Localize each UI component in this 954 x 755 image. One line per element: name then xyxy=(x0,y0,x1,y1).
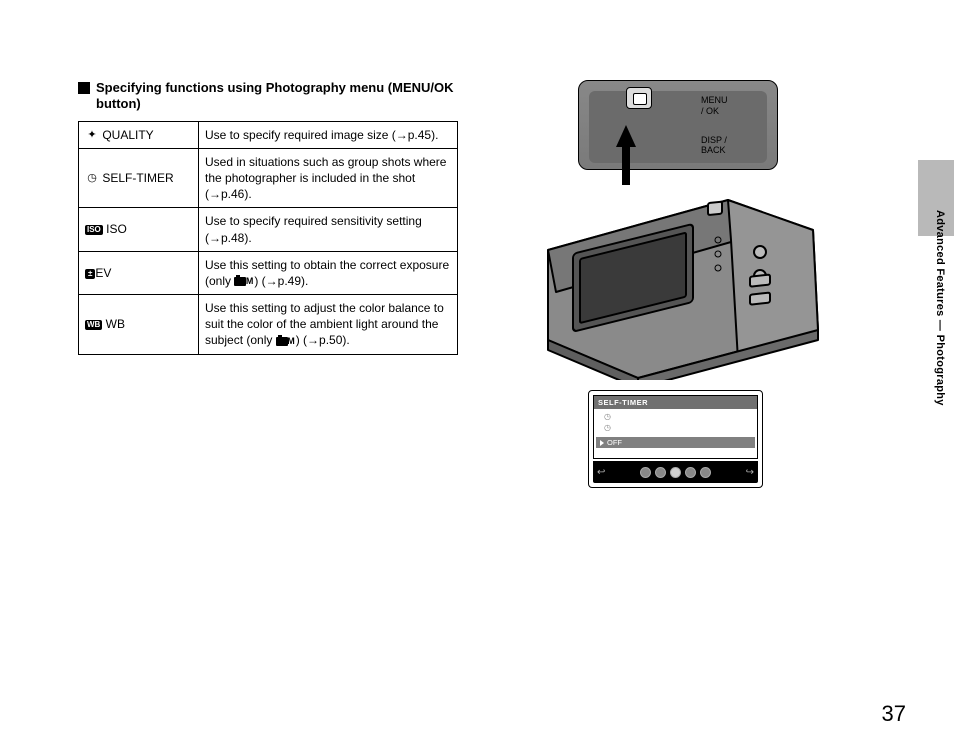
label-text: WB xyxy=(106,317,125,331)
row-desc: Used in situations such as group shots w… xyxy=(199,148,458,208)
label-text: ISO xyxy=(106,222,127,236)
menu-ok-button-graphic xyxy=(621,87,657,109)
manual-page: Specifying functions using Photography m… xyxy=(78,80,876,670)
bullet-square-icon xyxy=(78,82,90,94)
arrow-up-icon xyxy=(616,125,636,147)
functions-table: ✦ QUALITY Use to specify required image … xyxy=(78,121,458,355)
menu-label: MENU xyxy=(701,95,728,106)
label-text: QUALITY xyxy=(102,128,153,142)
button-closeup: MENU / OK DISP / BACK xyxy=(578,80,778,170)
left-column: Specifying functions using Photography m… xyxy=(78,80,458,355)
menu-dot-icon xyxy=(685,467,696,478)
wb-icon: WB xyxy=(85,320,102,330)
button-labels: MENU / OK DISP / BACK xyxy=(701,95,728,156)
lcd-off-label: OFF xyxy=(607,438,622,447)
back-label: BACK xyxy=(701,145,728,156)
row-desc: Use to specify required sensitivity sett… xyxy=(199,208,458,251)
table-row: ISO ISO Use to specify required sensitiv… xyxy=(79,208,458,251)
lcd-selected-row: OFF xyxy=(596,437,755,448)
camera-m-icon xyxy=(276,337,288,346)
row-label: ◷ SELF-TIMER xyxy=(79,148,199,208)
menu-dot-icon xyxy=(655,467,666,478)
menu-dot-icon xyxy=(670,467,681,478)
triangle-right-icon xyxy=(600,440,604,446)
row-desc: Use this setting to adjust the color bal… xyxy=(199,295,458,355)
camera-m-icon xyxy=(234,277,246,286)
label-text: SELF-TIMER xyxy=(102,171,173,185)
section-title: Specifying functions using Photography m… xyxy=(96,80,458,113)
quality-icon: ✦ xyxy=(85,128,99,143)
row-desc: Use to specify required image size (→p.4… xyxy=(199,121,458,148)
disp-label: DISP / xyxy=(701,135,728,146)
ev-icon: ± xyxy=(85,269,95,279)
row-label: ISO ISO xyxy=(79,208,199,251)
row-label: WB WB xyxy=(79,295,199,355)
lcd-screen: SELF-TIMER ◷ ◷ OFF xyxy=(593,395,758,459)
menu-dot-icon xyxy=(640,467,651,478)
camera-illustration xyxy=(528,180,838,380)
timer-icon: ◷ xyxy=(85,171,99,186)
table-row: ±EV Use this setting to obtain the corre… xyxy=(79,251,458,294)
lcd-menu: SELF-TIMER ◷ ◷ OFF ↩ xyxy=(588,390,763,488)
row-label: ✦ QUALITY xyxy=(79,121,199,148)
lcd-row: ◷ xyxy=(598,422,753,433)
section-header: Specifying functions using Photography m… xyxy=(78,80,458,113)
icon-group xyxy=(640,467,711,478)
return-right-icon: ↪ xyxy=(746,467,754,478)
lcd-icon-bar: ↩ ↪ xyxy=(593,461,758,483)
section-side-label: Advanced Features — Photography xyxy=(934,210,946,406)
label-text: EV xyxy=(95,266,111,280)
ok-label: / OK xyxy=(701,106,728,117)
return-left-icon: ↩ xyxy=(597,467,605,478)
iso-icon: ISO xyxy=(85,225,103,235)
table-row: WB WB Use this setting to adjust the col… xyxy=(79,295,458,355)
lcd-options: ◷ ◷ xyxy=(594,409,757,435)
camera-svg xyxy=(528,180,838,380)
table-row: ✦ QUALITY Use to specify required image … xyxy=(79,121,458,148)
table-row: ◷ SELF-TIMER Used in situations such as … xyxy=(79,148,458,208)
menu-dot-icon xyxy=(700,467,711,478)
row-label: ±EV xyxy=(79,251,199,294)
lcd-row: ◷ xyxy=(598,411,753,422)
button-icon xyxy=(626,87,652,109)
page-number: 37 xyxy=(882,701,906,727)
lcd-title: SELF-TIMER xyxy=(594,396,757,409)
row-desc: Use this setting to obtain the correct e… xyxy=(199,251,458,294)
